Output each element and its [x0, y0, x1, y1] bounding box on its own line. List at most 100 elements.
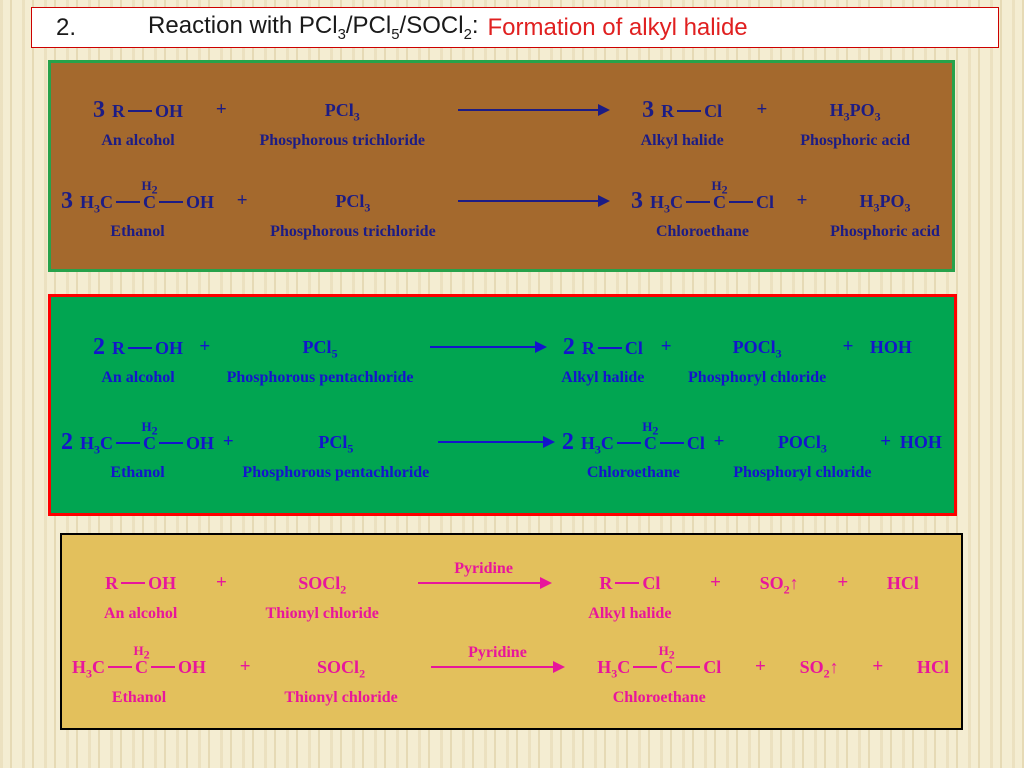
ethanol-label: Ethanol [111, 689, 167, 706]
bond-line [677, 110, 702, 112]
bond-line [615, 582, 640, 584]
byproduct-text: POCl3 [777, 431, 827, 456]
byproduct-label: Phosphoryl chloride [688, 369, 827, 387]
reaction-row-pcl3-generic: 3 R OH An alcohol + PCl3 Phosphorous trich… [51, 91, 952, 150]
hcl-text: HCl [916, 657, 949, 677]
alcohol-label: An alcohol [101, 369, 175, 387]
so2-gas-text: SO2↑ [759, 573, 799, 597]
reagent-text: PCl3 [335, 191, 371, 215]
methyl-group: H3C [649, 192, 683, 216]
chloride-group: Cl [704, 101, 723, 121]
byproduct-formula: SO2↑ [759, 570, 799, 597]
bond-line [729, 201, 753, 203]
plus-sign: + [754, 656, 766, 677]
alcohol-label: An alcohol [101, 132, 175, 149]
coefficient: 3 [61, 188, 73, 214]
reagent-label: Phosphorous trichloride [270, 223, 436, 240]
bond-line [116, 201, 141, 203]
bond-line [116, 441, 141, 444]
chloroethane-formula: H3C H2 C Cl [597, 645, 721, 681]
r-group: R [112, 101, 125, 121]
bond-line [159, 201, 184, 203]
term-byproduct: SO2↑ [800, 654, 839, 681]
byproduct-2-formula: HCl [887, 570, 919, 596]
coefficient: 3 [93, 97, 105, 123]
byproduct-text: POCl3 [732, 337, 782, 361]
term-byproduct: SO2↑ [759, 570, 799, 597]
alcohol-formula: 3 R OH [93, 97, 183, 123]
byproduct-formula: POCl3 [777, 429, 827, 456]
methyl-group: H3C [72, 657, 106, 681]
chloroethane-label: Chloroethane [655, 223, 750, 240]
term-halide: 3 R Cl Alkyl halide [641, 97, 724, 150]
bond-line [108, 666, 133, 668]
hydroxyl-group: OH [186, 432, 215, 453]
chloride-group: Cl [642, 573, 661, 593]
coefficient: 2 [562, 334, 575, 361]
byproduct-label: Phosphoric acid [800, 132, 910, 149]
reaction-arrow-with-condition: Pyridine [431, 645, 564, 668]
bond-line [128, 347, 152, 350]
plus-sign: + [796, 190, 808, 211]
carbon-atom: C [143, 192, 157, 212]
term-chloroethane: 2 H3C H2 C Cl Chloroethane [562, 420, 705, 482]
reaction-row-pcl5-generic: 2 R OH An alcohol + PCl5 Phosphorous penta… [51, 328, 954, 387]
byproduct-label: Phosphoryl chloride [733, 463, 872, 481]
bond-line [121, 582, 146, 584]
byproduct-2-formula: HOH [900, 429, 942, 455]
ethanol-formula: 2 H3C H2 C OH [61, 420, 215, 457]
plus-sign: + [239, 656, 251, 677]
reagent-formula: PCl3 [324, 97, 360, 124]
halide-label: Alkyl halide [640, 132, 724, 149]
term-reagent: SOCl2 Thionyl chloride [284, 654, 397, 707]
alcohol-formula: 2 R OH [93, 334, 183, 360]
coefficient: 3 [642, 97, 655, 123]
term-chloroethane: 3 H3C H2 C Cl Chloroethane [631, 180, 774, 241]
term-alcohol: 3 R OH An alcohol [93, 97, 183, 150]
reaction-row-socl2-ethanol: H3C H2 C OH Ethanol + SOCl2 Thionyl chlorid… [62, 644, 961, 707]
carbon-atom: C [143, 432, 157, 453]
bond-line [616, 441, 641, 444]
term-ethanol: 2 H3C H2 C OH Ethanol [61, 420, 215, 482]
reagent-label: Phosphorous pentachloride [226, 369, 414, 387]
term-alcohol: R OH An alcohol [104, 570, 177, 623]
halide-label: Alkyl halide [588, 605, 672, 622]
reagent-text: PCl5 [302, 337, 338, 361]
methyl-group: H3C [580, 432, 614, 457]
coefficient: 2 [93, 334, 105, 361]
ch2-group: H2 C [642, 420, 658, 456]
byproduct-formula: SO2↑ [800, 654, 839, 681]
term-byproduct: H3PO3 Phosphoric acid [800, 97, 910, 150]
r-group: R [581, 338, 595, 359]
pyridine-label: Pyridine [468, 644, 527, 661]
reagent-formula: PCl3 [335, 188, 371, 215]
r-group: R [661, 101, 675, 121]
byproduct-text: H3PO3 [829, 100, 881, 124]
term-reagent: PCl3 Phosphorous trichloride [270, 188, 436, 241]
reagent-label: Thionyl chloride [265, 605, 379, 622]
reaction-row-pcl5-ethanol: 2 H3C H2 C OH Ethanol + PCl5 Phosphorous pen… [51, 419, 954, 482]
methyl-group: H3C [80, 432, 114, 457]
bond-line [159, 441, 184, 444]
term-byproduct-2: HOH [870, 334, 912, 360]
plus-sign: + [216, 572, 227, 593]
reaction-arrow-with-condition: Pyridine [417, 561, 550, 584]
ethanol-label: Ethanol [110, 223, 165, 240]
reagent-text: PCl3 [324, 100, 360, 124]
hcl-text: HCl [886, 573, 919, 593]
plus-sign: + [842, 336, 854, 358]
plus-sign: + [236, 190, 248, 211]
title-number: 2. [56, 13, 77, 41]
chloride-group: Cl [686, 432, 705, 453]
plus-sign: + [215, 99, 227, 120]
term-reagent: PCl3 Phosphorous trichloride [259, 97, 425, 150]
panel-socl2: R OH An alcohol + SOCl2 Thionyl chloride … [60, 533, 963, 730]
term-reagent: SOCl2 Thionyl chloride [266, 570, 379, 623]
term-byproduct-2: HCl [887, 570, 919, 596]
chloroethane-formula: 2 H3C H2 C Cl [562, 420, 705, 457]
byproduct-2-text: HOH [899, 431, 942, 452]
bond-line [633, 666, 658, 668]
plus-sign: + [837, 572, 849, 593]
chloroethane-label: Chloroethane [586, 463, 680, 481]
